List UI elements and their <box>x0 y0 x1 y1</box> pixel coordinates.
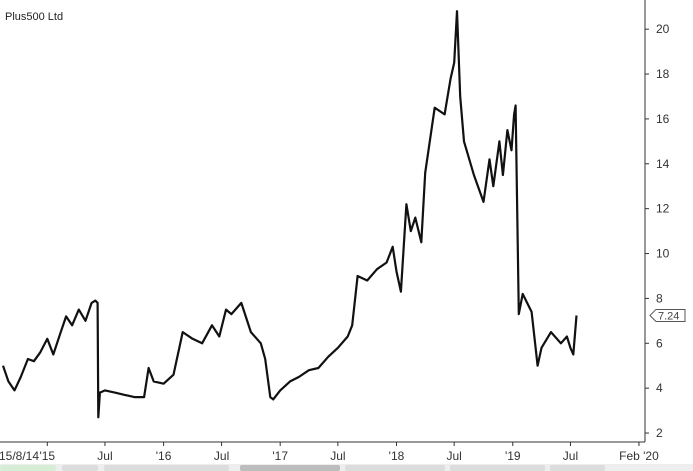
y-tick-label: 2 <box>656 426 663 440</box>
y-axis-ticks: 2 4 6 8 10 12 14 16 18 20 <box>645 22 670 440</box>
series-layer <box>1 10 578 419</box>
timeline-scrollbar[interactable] <box>0 464 693 471</box>
y-tick-label: 8 <box>656 291 663 305</box>
x-tick-label: '17 <box>272 449 288 463</box>
last-value-box <box>649 308 686 322</box>
x-tick-label: '18 <box>389 449 405 463</box>
scrollbar-segment[interactable] <box>104 465 229 471</box>
scrollbar-segment[interactable] <box>62 465 98 471</box>
x-tick-label: Jul <box>563 449 578 463</box>
chart-title: Plus500 Ltd <box>5 11 63 23</box>
y-tick-label: 16 <box>656 112 670 126</box>
x-tick-label: '15 <box>39 449 55 463</box>
y-tick-label: 4 <box>656 381 663 395</box>
scrollbar-segment[interactable] <box>450 465 545 471</box>
y-tick-label: 14 <box>656 157 670 171</box>
y-tick-label: 20 <box>656 22 670 36</box>
x-tick-label: 15/8/14 <box>0 449 39 463</box>
scrollbar-thumb[interactable] <box>240 465 340 471</box>
x-axis-ticks: 15/8/14'15 Jul '16 Jul '17 Jul '18 Jul '19 Jul Feb… <box>0 442 659 463</box>
y-tick-label: 18 <box>656 67 670 81</box>
y-tick-label: 6 <box>656 336 663 350</box>
x-tick-label: Feb '20 <box>619 449 659 463</box>
x-tick-label: '16 <box>156 449 172 463</box>
scrollbar-segment[interactable] <box>550 465 605 471</box>
axes-frame <box>0 0 646 443</box>
x-tick-label: Jul <box>214 449 229 463</box>
x-tick-label: Jul <box>446 449 461 463</box>
scrollbar-segment[interactable] <box>345 465 445 471</box>
last-value-marker: 7.24 <box>649 308 686 322</box>
x-tick-label: '19 <box>505 449 521 463</box>
x-tick-label: Jul <box>330 449 345 463</box>
scrollbar-segment[interactable] <box>0 465 56 471</box>
y-tick-label: 10 <box>656 247 670 261</box>
y-tick-label: 12 <box>656 202 670 216</box>
last-value-label: 7.24 <box>658 310 679 322</box>
price-series-line <box>1 10 578 419</box>
x-tick-label: Jul <box>97 449 112 463</box>
